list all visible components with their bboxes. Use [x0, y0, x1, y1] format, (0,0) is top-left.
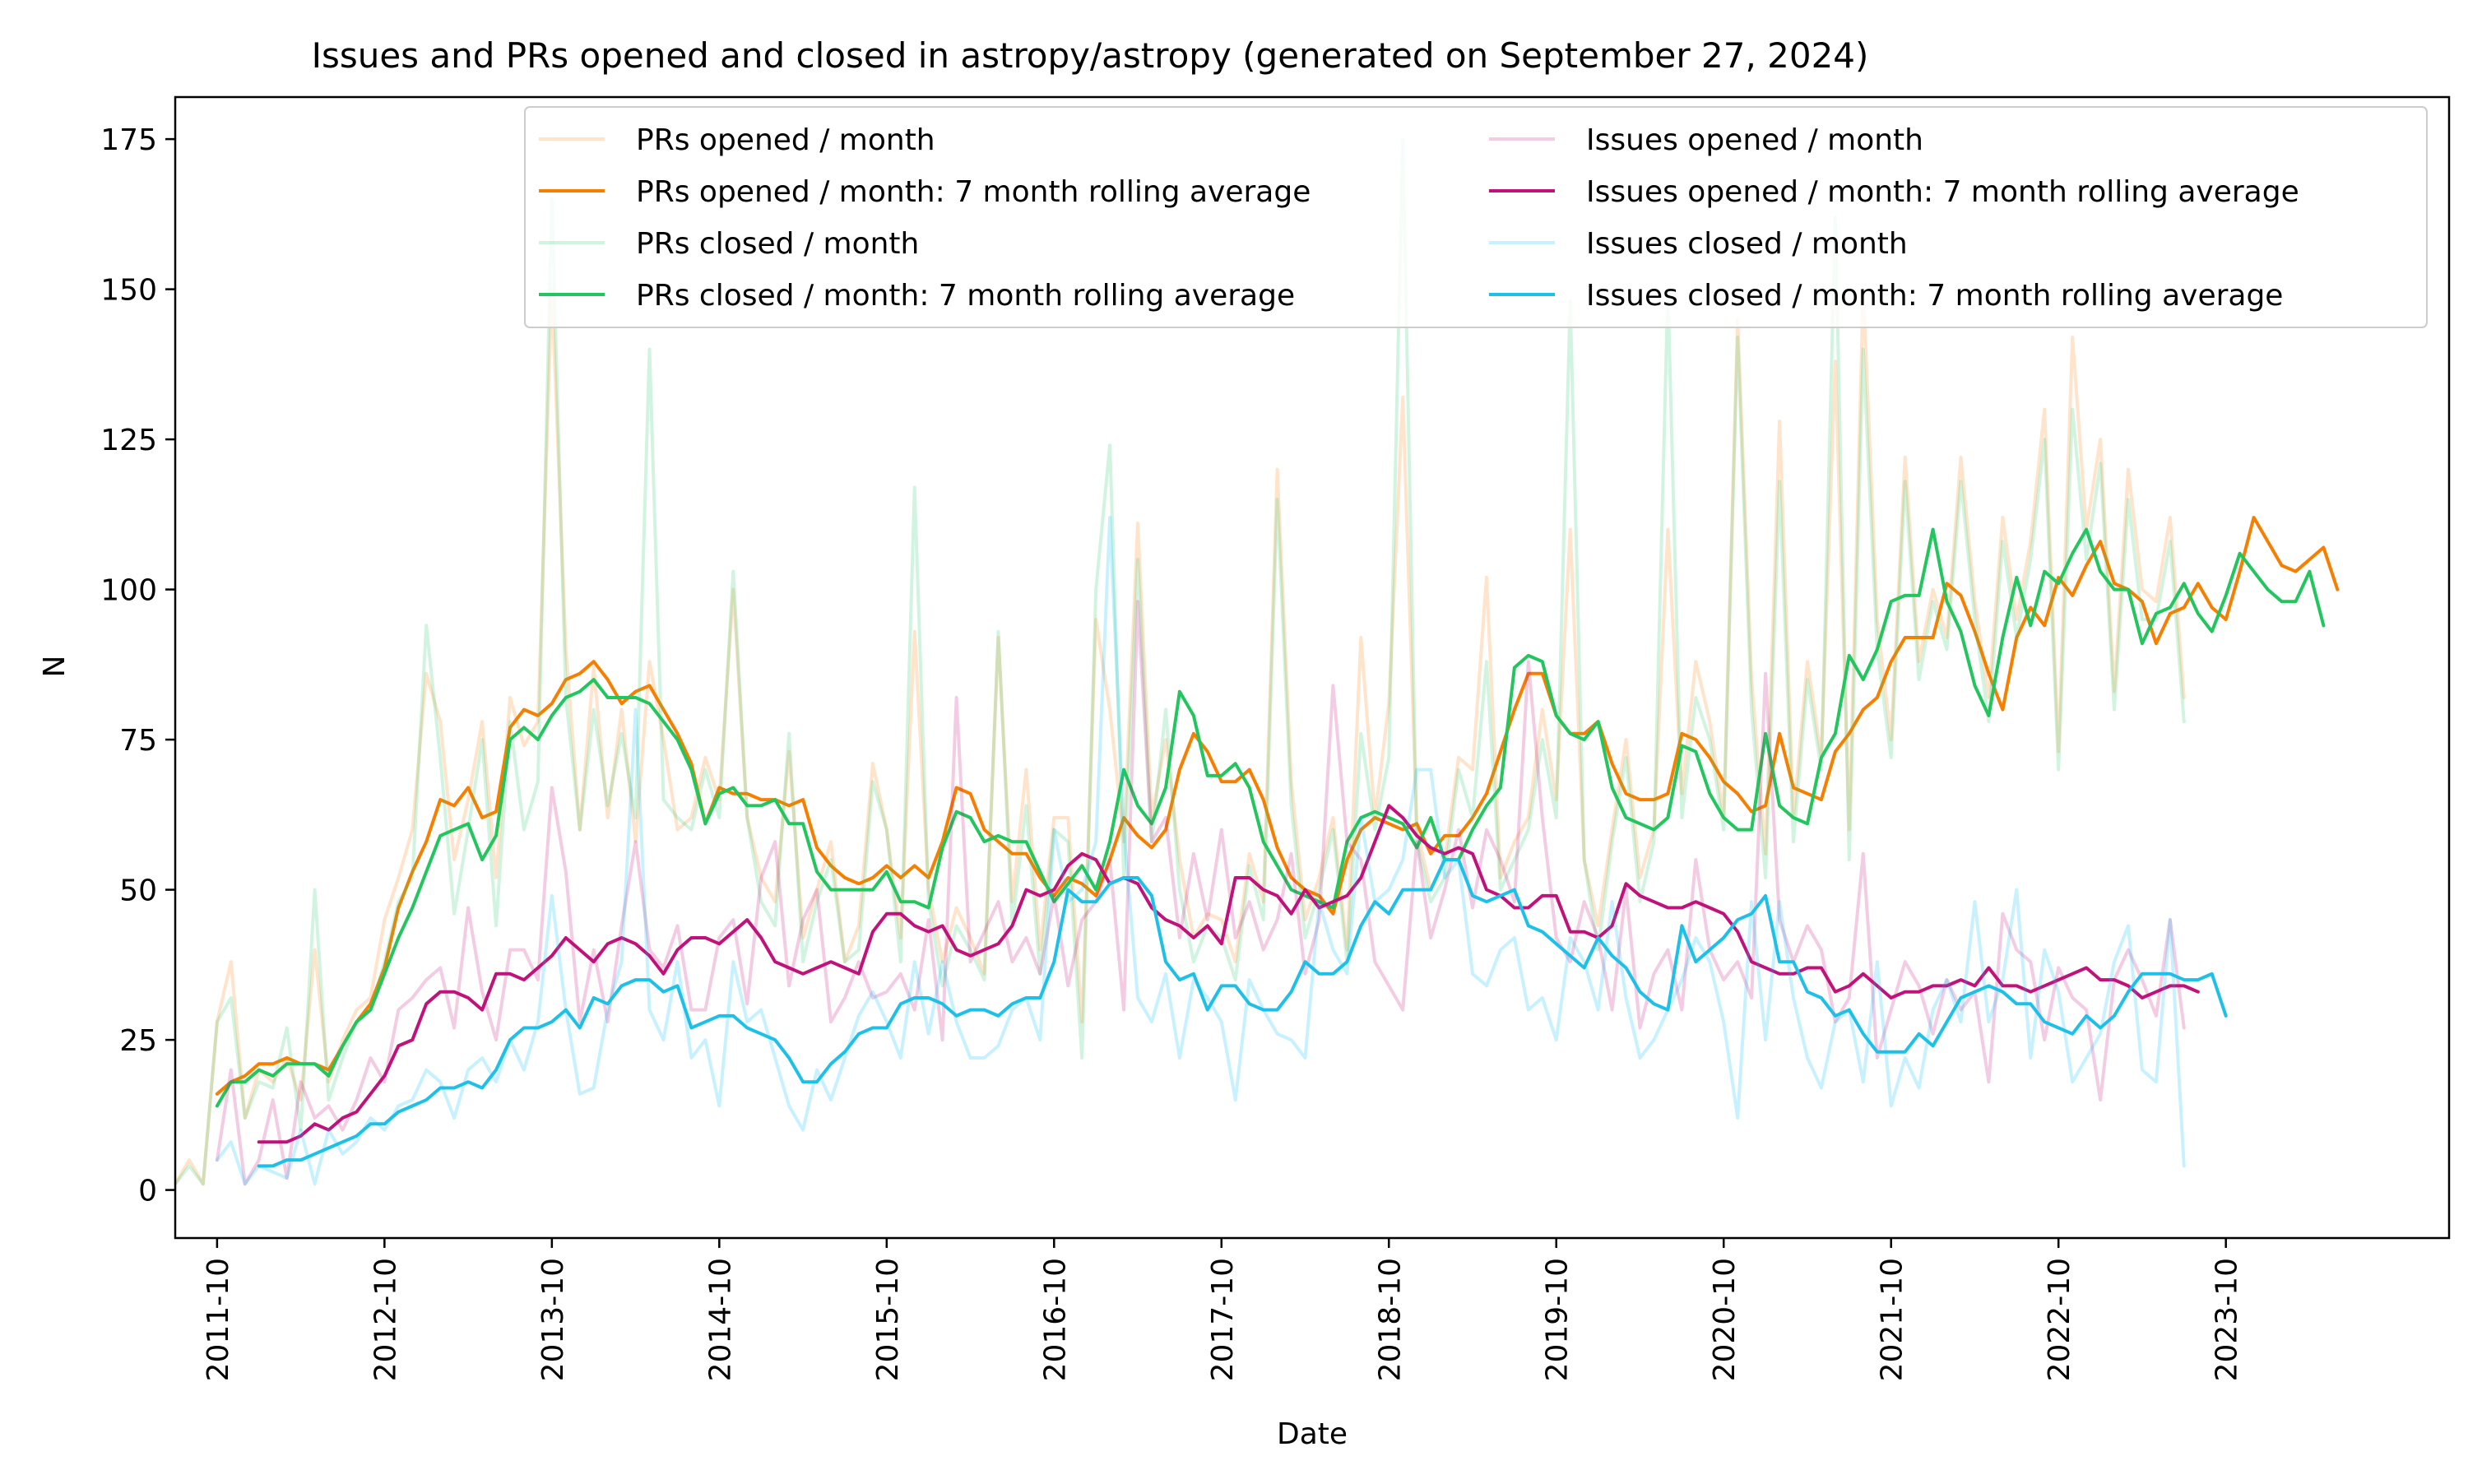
x-tick-label: 2015-10 — [871, 1258, 905, 1381]
x-tick-label: 2014-10 — [703, 1258, 737, 1381]
x-tick-label: 2019-10 — [1541, 1258, 1575, 1381]
x-tick-label: 2016-10 — [1038, 1258, 1072, 1381]
y-tick-label: 50 — [119, 874, 157, 908]
series-line-1 — [175, 287, 2186, 1186]
x-tick-label: 2020-10 — [1708, 1258, 1742, 1381]
x-axis-label: Date — [1277, 1417, 1348, 1451]
axes: 0 25 50 75 100 125 150 175 2011-10 2012-10 2013-10… — [100, 95, 2451, 1381]
legend-label: Issues closed / month — [1586, 227, 1908, 261]
legend-label: Issues opened / month — [1586, 123, 1923, 157]
legend-label: PRs closed / month — [636, 227, 919, 261]
y-tick-label: 175 — [100, 123, 157, 157]
series-line-4 — [215, 527, 2326, 1108]
y-tick-label: 100 — [100, 574, 157, 608]
legend-label: PRs opened / month — [636, 123, 935, 157]
y-tick-label: 25 — [119, 1024, 157, 1058]
plot-area — [175, 137, 2340, 1186]
x-tick-label: 2012-10 — [369, 1258, 402, 1381]
x-tick-label: 2018-10 — [1373, 1258, 1407, 1381]
legend-label: PRs opened / month: 7 month rolling aver… — [636, 175, 1311, 209]
series-line-2 — [215, 516, 2340, 1096]
x-tick-label: 2022-10 — [2043, 1258, 2076, 1381]
x-tick-label: 2017-10 — [1206, 1258, 1240, 1381]
axes-frame — [174, 95, 2451, 1240]
legend-label: PRs closed / month: 7 month rolling aver… — [636, 279, 1295, 313]
series-line-5 — [215, 600, 2186, 1186]
legend-label: Issues opened / month: 7 month rolling a… — [1586, 175, 2299, 209]
series-line-6 — [257, 804, 2200, 1144]
y-axis-label: N — [38, 656, 72, 678]
x-tick-label: 2011-10 — [202, 1258, 235, 1381]
x-tick-label: 2021-10 — [1876, 1258, 1909, 1381]
y-tick-label: 0 — [138, 1175, 157, 1208]
series-line-3 — [175, 137, 2186, 1186]
legend-label: Issues closed / month: 7 month rolling a… — [1586, 279, 2283, 313]
y-tick-label: 75 — [119, 724, 157, 758]
series-line-8 — [257, 858, 2228, 1168]
x-tick-label: 2023-10 — [2211, 1258, 2244, 1381]
y-tick-label: 125 — [100, 424, 157, 457]
x-tick-label: 2013-10 — [536, 1258, 570, 1381]
legend-box — [524, 106, 2428, 328]
series-group — [175, 137, 2340, 1186]
y-tick-label: 150 — [100, 274, 157, 308]
chart-title: Issues and PRs opened and closed in astr… — [312, 35, 1869, 76]
legend: PRs opened / month PRs opened / month: 7 … — [524, 106, 2428, 328]
